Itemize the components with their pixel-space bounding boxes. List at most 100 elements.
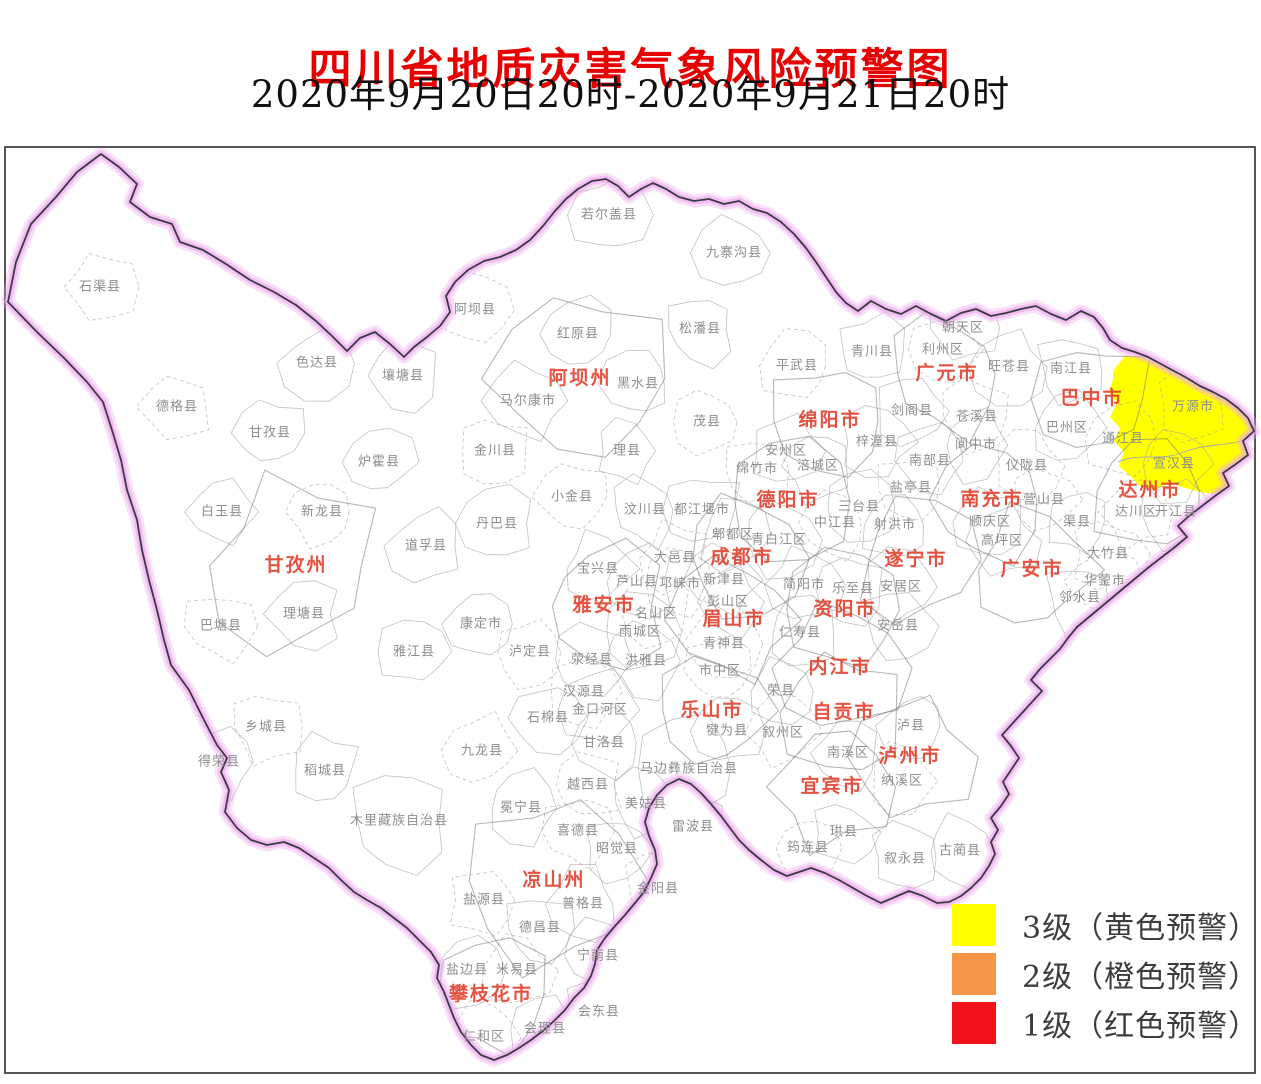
- county-label: 阿坝县: [454, 303, 496, 318]
- county-label: 青白江区: [751, 532, 807, 548]
- county-boundary: [551, 660, 623, 730]
- county-boundary: [230, 399, 306, 462]
- county-label: 会东县: [578, 1005, 620, 1020]
- county-label: 甘洛县: [583, 736, 625, 751]
- county-boundary: [725, 443, 790, 503]
- county-label: 南溪区: [827, 745, 869, 761]
- county-boundary: [839, 311, 905, 378]
- county-label: 芦山县: [616, 575, 658, 590]
- county-boundary: [507, 687, 589, 756]
- county-boundary: [352, 775, 443, 877]
- county-label: 古蔺县: [939, 844, 981, 859]
- county-label: 松潘县: [679, 322, 721, 337]
- prefecture-boundary: [551, 537, 662, 671]
- county-label: 邛崃市: [659, 576, 701, 592]
- county-label: 昭觉县: [596, 842, 638, 857]
- county-label: 筠连县: [787, 840, 829, 856]
- city-label: 凉山州: [522, 868, 585, 891]
- county-boundary: [441, 593, 513, 656]
- county-boundary: [683, 542, 764, 619]
- county-boundary: [863, 592, 940, 662]
- county-label: 红原县: [557, 326, 599, 342]
- county-label: 喜德县: [557, 824, 599, 839]
- county-label: 华蓥市: [1084, 573, 1126, 589]
- county-boundary: [946, 406, 1009, 485]
- prefecture-boundary: [765, 730, 897, 857]
- city-label: 眉山市: [702, 607, 765, 630]
- city-label: 宜宾市: [800, 774, 863, 797]
- county-boundary: [672, 389, 738, 457]
- county-boundary: [662, 479, 740, 542]
- county-label: 炉霍县: [358, 455, 400, 470]
- county-label: 金阳县: [637, 881, 679, 897]
- prefecture-boundary: [661, 655, 780, 766]
- county-boundary: [965, 504, 1043, 577]
- county-label: 青川县: [851, 345, 893, 360]
- county-label: 叙永县: [884, 852, 926, 867]
- county-boundary: [764, 545, 847, 619]
- county-boundary: [541, 799, 616, 872]
- county-label: 市中区: [699, 663, 741, 679]
- county-boundary: [842, 405, 920, 479]
- county-label: 石棉县: [527, 711, 569, 726]
- prefecture-boundary: [772, 371, 879, 478]
- city-label: 乐山市: [680, 698, 743, 721]
- county-label: 大竹县: [1087, 547, 1129, 562]
- county-boundary: [827, 468, 896, 543]
- county-label: 石渠县: [79, 280, 121, 295]
- county-label: 金口河区: [572, 702, 628, 718]
- legend-item-orange: 2级（橙色预警）: [952, 949, 1259, 998]
- county-boundary: [1159, 366, 1224, 444]
- county-label: 盐边县: [446, 963, 488, 978]
- county-label: 汶川县: [624, 502, 666, 518]
- county-label: 九寨沟县: [706, 245, 762, 261]
- prefecture-boundary: [692, 492, 811, 620]
- county-label: 安岳县: [877, 619, 919, 634]
- county-boundary: [597, 349, 665, 412]
- county-label: 荥经县: [571, 653, 613, 668]
- county-label: 盐亭县: [890, 480, 932, 496]
- county-label: 雅江县: [393, 645, 435, 660]
- county-label: 达川区: [1115, 505, 1157, 520]
- county-boundary: [878, 377, 950, 448]
- county-boundary: [480, 359, 569, 443]
- county-label: 汉源县: [563, 685, 605, 700]
- county-label: 顺庆区: [969, 515, 1011, 530]
- county-boundary: [1034, 389, 1108, 461]
- county-label: 仁和区: [463, 1030, 505, 1045]
- city-label: 广元市: [915, 361, 978, 384]
- county-label: 新龙县: [301, 504, 343, 520]
- county-label: 会理县: [524, 1022, 566, 1037]
- county-label: 冕宁县: [500, 800, 542, 816]
- county-label: 大邑县: [654, 551, 696, 566]
- county-boundary: [758, 327, 827, 398]
- county-boundary: [556, 751, 623, 815]
- county-label: 苍溪县: [956, 410, 998, 425]
- county-label: 利州区: [922, 343, 964, 358]
- county-label: 若尔盖县: [581, 207, 637, 223]
- county-label: 高坪区: [981, 533, 1023, 549]
- yellow-warning-region: [1109, 356, 1254, 494]
- province-boundary: [7, 153, 1255, 1061]
- county-label: 巴州区: [1046, 421, 1088, 436]
- county-boundary: [295, 730, 360, 802]
- county-boundary: [908, 318, 985, 384]
- county-label: 色达县: [296, 355, 338, 371]
- county-label: 纳溪区: [881, 774, 923, 789]
- city-label: 攀枝花市: [449, 982, 533, 1005]
- legend-label-red: 1级（红色预警）: [1022, 1008, 1260, 1044]
- county-label: 叙州区: [762, 726, 804, 741]
- legend-label-yellow: 3级（黄色预警）: [1022, 910, 1260, 946]
- county-boundary: [566, 528, 641, 601]
- county-label: 盐源县: [463, 893, 505, 908]
- county-label: 南江县: [1050, 361, 1092, 377]
- legend-swatch-red: [952, 1001, 996, 1044]
- prefecture-boundary: [847, 694, 979, 819]
- county-label: 犍为县: [706, 724, 748, 739]
- county-label: 黑水县: [617, 377, 659, 392]
- prefecture-boundary: [779, 651, 898, 771]
- county-boundary: [1063, 551, 1145, 611]
- county-boundary: [341, 427, 420, 490]
- county-boundary: [440, 710, 519, 783]
- county-label: 理塘县: [283, 606, 325, 622]
